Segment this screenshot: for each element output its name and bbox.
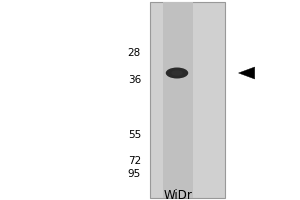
Text: 55: 55 bbox=[128, 130, 141, 140]
Text: 95: 95 bbox=[128, 169, 141, 179]
Text: WiDr: WiDr bbox=[164, 189, 193, 200]
Text: 28: 28 bbox=[128, 48, 141, 58]
Text: 36: 36 bbox=[128, 75, 141, 85]
Bar bbox=[164, 2, 194, 198]
Text: 72: 72 bbox=[128, 156, 141, 166]
Ellipse shape bbox=[166, 68, 188, 78]
Ellipse shape bbox=[171, 70, 183, 76]
Bar bbox=[150, 2, 225, 198]
Polygon shape bbox=[238, 67, 255, 79]
